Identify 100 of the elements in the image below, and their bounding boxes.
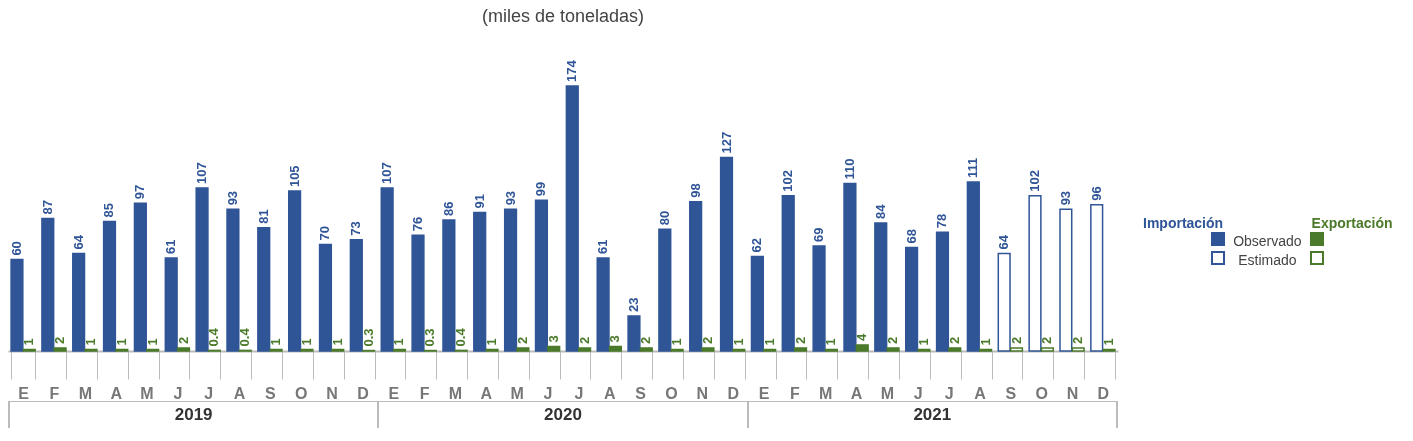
- data-label: 174: [564, 59, 580, 82]
- data-label: 1: [823, 338, 839, 346]
- text: 2021: [746, 402, 1118, 428]
- data-label: 1: [391, 338, 407, 346]
- x-tick-label: J: [913, 384, 923, 402]
- bar: [318, 243, 333, 352]
- data-label: 1: [761, 338, 777, 346]
- data-label: 1: [669, 338, 685, 346]
- bar: [176, 347, 191, 352]
- bar: [793, 347, 808, 352]
- x-tick-label: O: [295, 384, 308, 402]
- x-tick-label: M: [510, 384, 524, 402]
- bar: [750, 255, 764, 352]
- bar: [133, 202, 147, 352]
- x-tick-label: J: [944, 384, 954, 402]
- x-tick-label: E: [758, 384, 770, 402]
- data-label: 62: [749, 238, 765, 253]
- x-tick-label: J: [204, 384, 214, 402]
- bar: [257, 226, 271, 352]
- data-label: 85: [101, 203, 117, 218]
- legend-label: Observado: [1232, 231, 1303, 250]
- data-label: 60: [8, 241, 24, 256]
- bar: [719, 156, 734, 352]
- bar: [886, 347, 900, 352]
- bar: [287, 190, 302, 352]
- bar: [442, 219, 456, 352]
- x-tick-label: F: [49, 384, 60, 402]
- data-label: 0.4: [237, 327, 253, 347]
- bar: [658, 228, 672, 352]
- data-label: 2: [792, 336, 808, 344]
- bar: [596, 257, 610, 352]
- bar: [380, 187, 394, 352]
- data-label: 3: [545, 335, 561, 343]
- x-tick-label: A: [603, 384, 616, 402]
- data-label: 107: [379, 162, 395, 185]
- x-tick-label: A: [110, 384, 123, 402]
- bar: [812, 245, 826, 352]
- bar: [935, 231, 950, 352]
- x-tick-label: A: [233, 384, 246, 402]
- x-tick-label: J: [574, 384, 584, 402]
- x-tick-label: M: [78, 384, 92, 402]
- data-label: 0.3: [422, 328, 438, 347]
- bar: [701, 347, 715, 352]
- data-label: 87: [39, 200, 55, 215]
- data-label: 64: [70, 234, 86, 250]
- data-label: 0.4: [453, 327, 469, 347]
- text: Importación: [1142, 215, 1225, 231]
- x-tick-label: M: [448, 384, 463, 402]
- x-tick-label: A: [850, 384, 863, 402]
- data-label: 1: [82, 338, 98, 346]
- data-label: 78: [934, 213, 950, 229]
- data-label: 84: [872, 203, 888, 220]
- data-label: 97: [132, 184, 148, 200]
- bar: [534, 199, 549, 352]
- data-label: 68: [903, 228, 919, 244]
- x-tick-label: F: [789, 384, 800, 402]
- data-label: 0.3: [360, 328, 376, 347]
- data-label: 61: [595, 239, 611, 255]
- data-label: 80: [656, 210, 672, 226]
- bar: [195, 187, 209, 352]
- x-tick-label: J: [543, 384, 553, 402]
- bar: [689, 201, 703, 352]
- data-label: 73: [348, 221, 364, 236]
- data-label: 1: [144, 338, 160, 346]
- data-label: 2: [1008, 336, 1024, 344]
- data-label: 70: [317, 225, 333, 241]
- data-label: 93: [502, 190, 518, 206]
- bar: [627, 315, 641, 352]
- bar: [102, 220, 117, 352]
- data-label: 4: [854, 332, 870, 341]
- data-label: 111: [965, 157, 981, 178]
- data-label: 1: [1101, 338, 1117, 346]
- data-label: 91: [471, 193, 487, 209]
- data-label: 64: [996, 234, 1012, 250]
- data-label: 1: [21, 338, 37, 346]
- bar: [226, 208, 240, 352]
- data-label: 1: [730, 338, 746, 346]
- bar: [855, 344, 869, 352]
- bar: [10, 258, 24, 352]
- bar: [565, 85, 579, 352]
- x-tick-label: N: [696, 384, 709, 402]
- x-tick-label: N: [1066, 384, 1079, 402]
- bar: [473, 211, 487, 352]
- data-label: 0.4: [206, 327, 222, 347]
- bar: [503, 208, 518, 352]
- data-label: 93: [1057, 190, 1073, 206]
- data-label: 3: [607, 335, 623, 343]
- data-label: 1: [298, 338, 314, 346]
- data-label: 98: [687, 183, 703, 198]
- x-tick-label: O: [1035, 384, 1048, 402]
- bar: [547, 345, 561, 352]
- data-label: 2: [514, 336, 530, 344]
- data-label: 81: [255, 209, 271, 224]
- data-label: 105: [286, 165, 302, 188]
- text: 2020: [377, 402, 747, 428]
- data-label: 110: [841, 158, 857, 180]
- bar: [411, 234, 425, 352]
- x-tick-label: M: [880, 384, 895, 402]
- bar: [843, 182, 857, 352]
- data-label: 23: [625, 297, 641, 312]
